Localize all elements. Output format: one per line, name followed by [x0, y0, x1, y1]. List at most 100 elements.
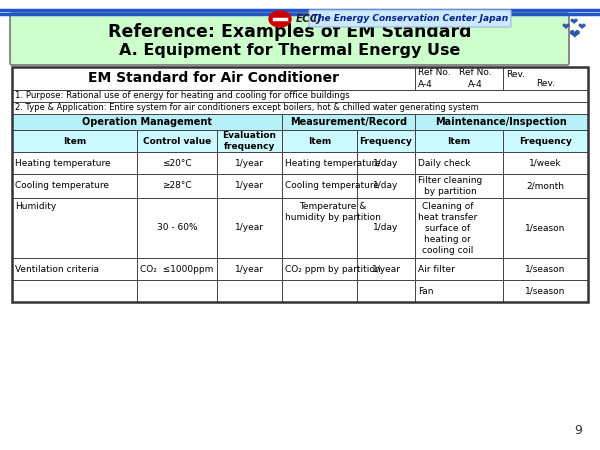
Text: 1/day: 1/day	[373, 181, 398, 190]
Bar	[12, 174, 137, 198]
Text: Filter cleaning
by partition: Filter cleaning by partition	[418, 176, 482, 196]
Text: 9: 9	[574, 423, 582, 436]
Text: Reference: Examples of EM Standard: Reference: Examples of EM Standard	[108, 23, 472, 41]
Text: Heating temperature: Heating temperature	[15, 158, 110, 167]
Text: CO₂  ≤1000ppm: CO₂ ≤1000ppm	[140, 265, 214, 274]
Text: 1/year: 1/year	[235, 265, 264, 274]
Bar	[217, 258, 282, 280]
Text: Frequency: Frequency	[359, 136, 412, 145]
Text: Fan: Fan	[418, 287, 433, 296]
Bar	[137, 152, 217, 174]
Bar	[503, 67, 588, 90]
Text: 1/year: 1/year	[235, 181, 264, 190]
Text: 1/season: 1/season	[526, 224, 566, 233]
Bar	[503, 258, 588, 280]
Text: 2. Type & Application: Entire system for air conditioners except boilers, hot & : 2. Type & Application: Entire system for…	[0, 449, 1, 450]
Text: Ventilation criteria: Ventilation criteria	[15, 265, 99, 274]
Bar	[217, 152, 282, 174]
FancyBboxPatch shape	[10, 13, 569, 65]
Text: 1/season: 1/season	[526, 265, 566, 274]
Bar	[415, 258, 503, 280]
Bar	[282, 130, 357, 152]
Text: A. Equipment for Thermal Energy Use: A. Equipment for Thermal Energy Use	[119, 42, 461, 58]
Text: 1/year: 1/year	[235, 158, 264, 167]
Bar	[12, 67, 588, 302]
Bar	[12, 152, 137, 174]
Bar	[137, 174, 217, 198]
Bar	[282, 198, 357, 258]
Bar	[357, 198, 415, 258]
Text: Item: Item	[308, 136, 331, 145]
Bar	[282, 280, 357, 302]
Bar	[217, 174, 282, 198]
Text: Item: Item	[448, 136, 470, 145]
Text: ≥28°C: ≥28°C	[162, 181, 192, 190]
Bar	[12, 102, 588, 114]
Bar	[415, 198, 503, 258]
Bar	[12, 198, 137, 258]
Text: ❤: ❤	[562, 22, 570, 32]
Text: ❤: ❤	[570, 17, 578, 27]
Text: 1/year: 1/year	[371, 265, 401, 274]
Text: Control value: Control value	[143, 136, 211, 145]
Bar	[415, 174, 503, 198]
Bar	[12, 114, 282, 130]
Bar	[503, 152, 588, 174]
Text: Cooling temperature: Cooling temperature	[15, 181, 109, 190]
Text: Ref No.
A-4: Ref No. A-4	[459, 68, 491, 89]
Bar	[503, 280, 588, 302]
Bar	[12, 258, 137, 280]
Ellipse shape	[269, 11, 291, 27]
Bar	[503, 174, 588, 198]
Bar	[415, 67, 503, 90]
Bar	[12, 130, 137, 152]
Text: 1/day: 1/day	[373, 158, 398, 167]
Text: 1/year: 1/year	[235, 224, 264, 233]
Text: 2/month: 2/month	[527, 181, 565, 190]
Text: 1/season: 1/season	[526, 287, 566, 296]
Bar	[137, 130, 217, 152]
Text: The Energy Conservation Center Japan: The Energy Conservation Center Japan	[312, 14, 508, 23]
Text: ❤: ❤	[578, 22, 586, 32]
Text: CO₂ ppm by partition: CO₂ ppm by partition	[285, 265, 380, 274]
Text: Evaluation
frequency: Evaluation frequency	[223, 131, 277, 151]
Text: 2. Type & Application: Entire system for air conditioners except boilers, hot & : 2. Type & Application: Entire system for…	[15, 104, 479, 112]
Bar	[503, 198, 588, 258]
Text: Temperature &
humidity by partition: Temperature & humidity by partition	[285, 202, 381, 222]
Bar	[415, 280, 503, 302]
Bar	[282, 114, 415, 130]
Bar	[503, 130, 588, 152]
Text: Rev.: Rev.	[506, 70, 525, 79]
Text: Measurement/Record: Measurement/Record	[290, 117, 407, 127]
Text: Air filter: Air filter	[418, 265, 455, 274]
Bar	[217, 130, 282, 152]
Bar	[415, 67, 503, 90]
Text: ECCJ: ECCJ	[296, 14, 322, 24]
Bar	[282, 258, 357, 280]
Bar	[357, 130, 415, 152]
Text: 1/day: 1/day	[373, 224, 398, 233]
Bar	[415, 130, 503, 152]
Bar	[357, 152, 415, 174]
Bar	[282, 174, 357, 198]
Text: Operation Management: Operation Management	[82, 117, 212, 127]
Bar	[137, 280, 217, 302]
Bar	[12, 90, 588, 102]
Bar	[357, 258, 415, 280]
Bar	[217, 198, 282, 258]
Text: Frequency: Frequency	[519, 136, 572, 145]
Text: Heating temperature: Heating temperature	[285, 158, 380, 167]
Bar	[357, 280, 415, 302]
Bar	[137, 258, 217, 280]
Text: 1/week: 1/week	[529, 158, 562, 167]
Text: Item: Item	[63, 136, 86, 145]
Text: Humidity: Humidity	[15, 202, 56, 211]
Bar	[415, 114, 588, 130]
Bar	[137, 198, 217, 258]
Text: Maintenance/Inspection: Maintenance/Inspection	[436, 117, 568, 127]
Bar	[415, 152, 503, 174]
Bar	[282, 152, 357, 174]
Text: Rev.: Rev.	[536, 78, 555, 87]
Text: 1. Purpose: Rational use of energy for heating and cooling for office buildings: 1. Purpose: Rational use of energy for h…	[15, 91, 350, 100]
Text: 1. Purpose: Rational use of energy for heating and cooling for office buildings: 1. Purpose: Rational use of energy for h…	[0, 449, 1, 450]
